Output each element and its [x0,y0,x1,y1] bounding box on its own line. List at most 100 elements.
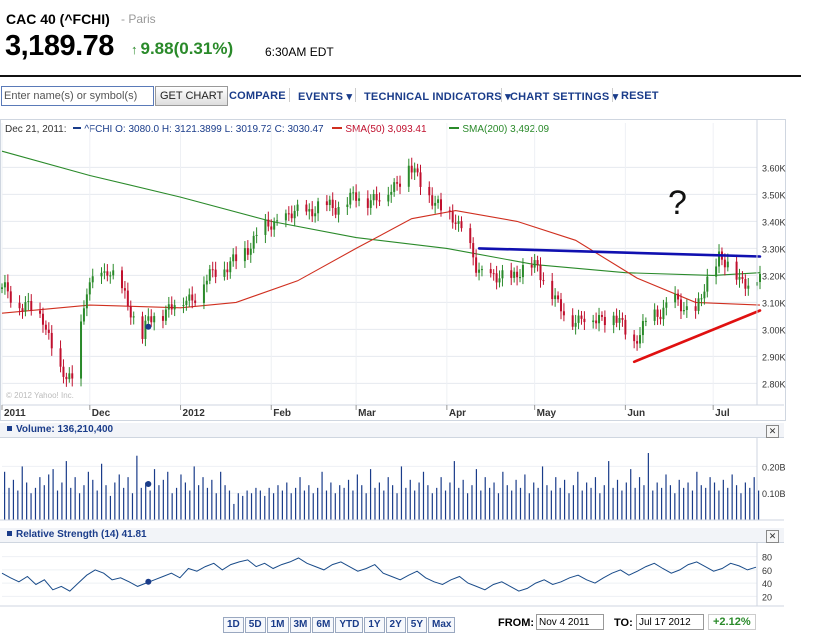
candle-body [559,299,562,312]
candle-body [498,278,501,283]
from-date-input[interactable] [536,614,604,630]
candle-body [311,209,314,217]
volume-bar [630,469,632,520]
compare-button[interactable]: COMPARE [229,90,286,102]
candle-body [513,271,516,278]
events-menu[interactable]: EVENTS ▾ [298,91,353,103]
candle-body [469,228,472,244]
legend-ohlc: ^FCHI O: 3080.0 H: 3121.3899 L: 3019.72 … [73,124,324,135]
volume-bar [506,485,508,520]
volume-bar [48,474,50,520]
date-tick-label: 2011 [4,408,26,419]
chart-settings-menu[interactable]: CHART SETTINGS ▾ [510,91,619,103]
candle-body [428,186,431,196]
volume-bar [634,487,636,520]
candle-body [65,376,68,380]
volume-bar [581,490,583,520]
volume-bar [374,487,376,520]
reset-button[interactable]: RESET [621,90,659,102]
candle-body [296,204,299,211]
volume-bar [687,482,689,520]
candle-body [1,287,3,289]
volume-bar [74,477,76,520]
candle-body [255,234,258,236]
range-button-ytd[interactable]: YTD [335,617,364,633]
volume-bar [546,485,548,520]
volume-bar [34,487,37,520]
range-button-6m[interactable]: 6M [312,617,335,633]
date-tick-label: Jul [715,408,730,419]
technical-indicators-menu[interactable]: TECHNICAL INDICATORS ▾ [364,91,511,103]
rsi-line [1,557,757,592]
volume-bar [330,482,332,520]
range-button-5y[interactable]: 5Y [406,617,428,633]
legend-date: Dec 21, 2011: [5,124,67,135]
candle-body [738,276,741,280]
volume-bar [572,485,575,520]
date-tick-label: Jun [627,408,645,419]
volume-bar [749,487,751,520]
range-button-1y[interactable]: 1Y [364,617,385,633]
candle-body [451,211,454,223]
volume-bar [493,482,495,520]
candle-body [416,168,419,173]
volume-bar [250,493,253,520]
candle-body [618,317,621,323]
candle-body [334,208,337,215]
volume-bar [211,479,213,520]
candle-body [583,318,586,323]
volume-bar [153,469,156,520]
volume-bar [8,487,10,520]
volume-bar [4,471,6,520]
legend-sma50-text: SMA(50) 3,093.41 [345,124,427,135]
range-button-2y[interactable]: 2Y [385,617,406,633]
candle-body [679,299,682,312]
candle-body [82,308,85,322]
volume-bar [484,477,486,520]
symbol-search-input[interactable] [1,86,154,106]
volume-bar [17,490,19,520]
volume-bar [678,479,680,520]
candle-body [153,316,156,323]
volume-bar [705,487,707,520]
candle-body [349,192,352,205]
get-chart-button[interactable]: GET CHART [155,86,229,106]
volume-bar [242,495,244,520]
to-date-input[interactable] [636,614,704,630]
volume-bar [277,485,279,520]
range-button-1d[interactable]: 1D [223,617,244,633]
volume-bar [400,466,403,520]
volume-bar [616,479,619,520]
volume-bar [295,487,297,520]
volume-bar [449,482,451,520]
candle-body [24,302,27,312]
volume-bar [339,485,341,520]
close-rsi-icon[interactable]: ✕ [766,530,779,543]
range-button-5d[interactable]: 5D [244,617,266,633]
candle-body [665,302,668,308]
volume-bar [683,487,685,520]
volume-bar [405,487,407,520]
close-volume-icon[interactable]: ✕ [766,425,779,438]
range-button-1m[interactable]: 1M [266,617,289,633]
candle-body [685,306,688,311]
volume-bar [418,482,420,520]
volume-bar [365,493,367,520]
volume-bar [369,469,372,520]
candle-body [662,307,665,320]
volume-bar [96,490,98,520]
range-button-3m[interactable]: 3M [289,617,312,633]
volume-bar [559,487,561,520]
candle-body [592,320,595,323]
candle-body [50,332,53,349]
candle-body [331,199,334,209]
range-button-max[interactable]: Max [428,617,456,633]
candle-body [603,316,606,326]
volume-bar [665,474,667,520]
candle-body [129,306,132,318]
quote-change-value: 9.88(0.31%) [140,39,234,58]
candle-body [641,321,644,336]
volume-bar [541,466,544,520]
price-tick-label: 2.80K [762,379,786,389]
